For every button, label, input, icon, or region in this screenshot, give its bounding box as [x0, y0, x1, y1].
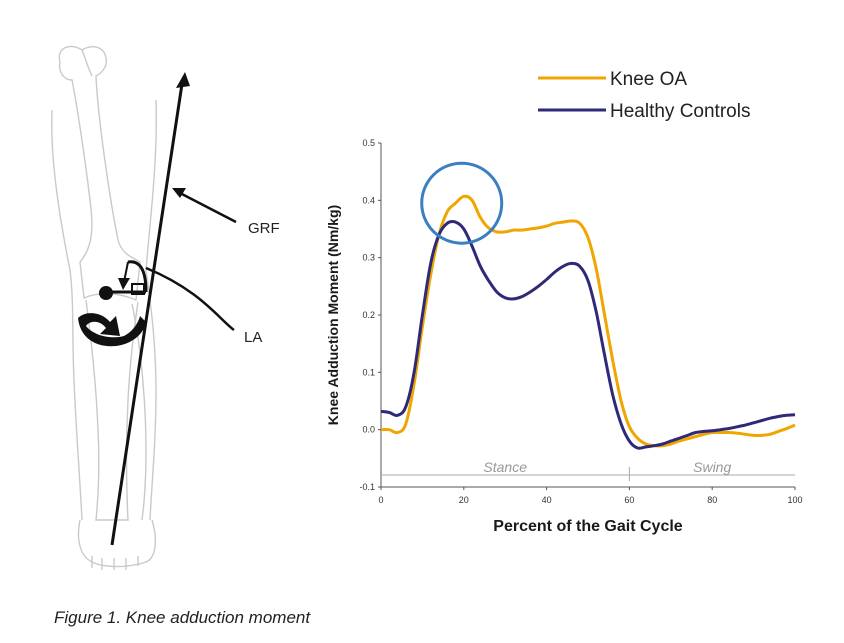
series-line-knee-oa	[380, 194, 796, 448]
x-axis-label: Percent of the Gait Cycle	[493, 518, 682, 535]
grf-vector	[110, 72, 190, 546]
gait-phases: Stance Swing	[381, 459, 795, 481]
grf-arrowhead	[176, 72, 190, 88]
small-arrowhead	[118, 278, 130, 290]
lever-box	[131, 283, 145, 295]
tibia-outline	[85, 299, 139, 521]
foot-outline	[77, 519, 157, 568]
toes	[91, 556, 139, 570]
la-label: LA	[244, 329, 262, 346]
la-pointer	[145, 266, 235, 332]
chart-legend: Knee OA Healthy Controls	[538, 69, 750, 122]
grf-pointer-arrowhead	[172, 188, 186, 198]
y-tick-label: 0.2	[362, 310, 375, 320]
x-tick-label: 0	[378, 495, 383, 505]
y-tick-label: 0.3	[362, 253, 375, 263]
leg-outer-contour	[51, 99, 157, 521]
phase-label-swing: Swing	[693, 459, 731, 475]
chart-series	[380, 194, 796, 450]
femur-outline	[58, 45, 141, 302]
x-tick-label: 20	[459, 495, 469, 505]
figure-caption: Figure 1. Knee adduction moment	[54, 608, 311, 627]
chart-axes	[380, 143, 795, 488]
grf-line	[110, 83, 184, 546]
knee-adduction-chart: -0.1 0.0 0.1 0.2 0.3 0.4 0.5 0 20 40 60 80 100 Stan…	[325, 69, 803, 535]
legend-label: Healthy Controls	[610, 101, 750, 122]
knee-center-dot	[99, 286, 113, 300]
y-tick-label: 0.5	[362, 138, 375, 148]
x-tick-label: 40	[542, 495, 552, 505]
first-peak-highlight-circle	[420, 161, 504, 245]
grf-pointer-line	[177, 190, 237, 224]
y-ticks: -0.1 0.0 0.1 0.2 0.3 0.4 0.5	[359, 138, 381, 492]
grf-label: GRF	[248, 220, 280, 237]
y-axis-label: Knee Adduction Moment (Nm/kg)	[325, 205, 341, 425]
femur-head	[81, 49, 93, 77]
y-tick-label: 0.1	[362, 367, 375, 377]
grf-pointer	[172, 188, 237, 224]
legend-label: Knee OA	[610, 69, 687, 90]
leg-illustration	[51, 45, 157, 570]
moment-arrow-icon	[78, 313, 146, 347]
y-tick-label: 0.0	[362, 425, 375, 435]
x-tick-label: 100	[787, 495, 802, 505]
y-tick-label: 0.4	[362, 195, 375, 205]
series-line-healthy-controls	[380, 220, 796, 450]
x-tick-label: 60	[624, 495, 634, 505]
y-tick-label: -0.1	[359, 482, 375, 492]
x-tick-label: 80	[707, 495, 717, 505]
x-ticks: 0 20 40 60 80 100	[378, 487, 803, 505]
phase-label-stance: Stance	[483, 459, 527, 475]
